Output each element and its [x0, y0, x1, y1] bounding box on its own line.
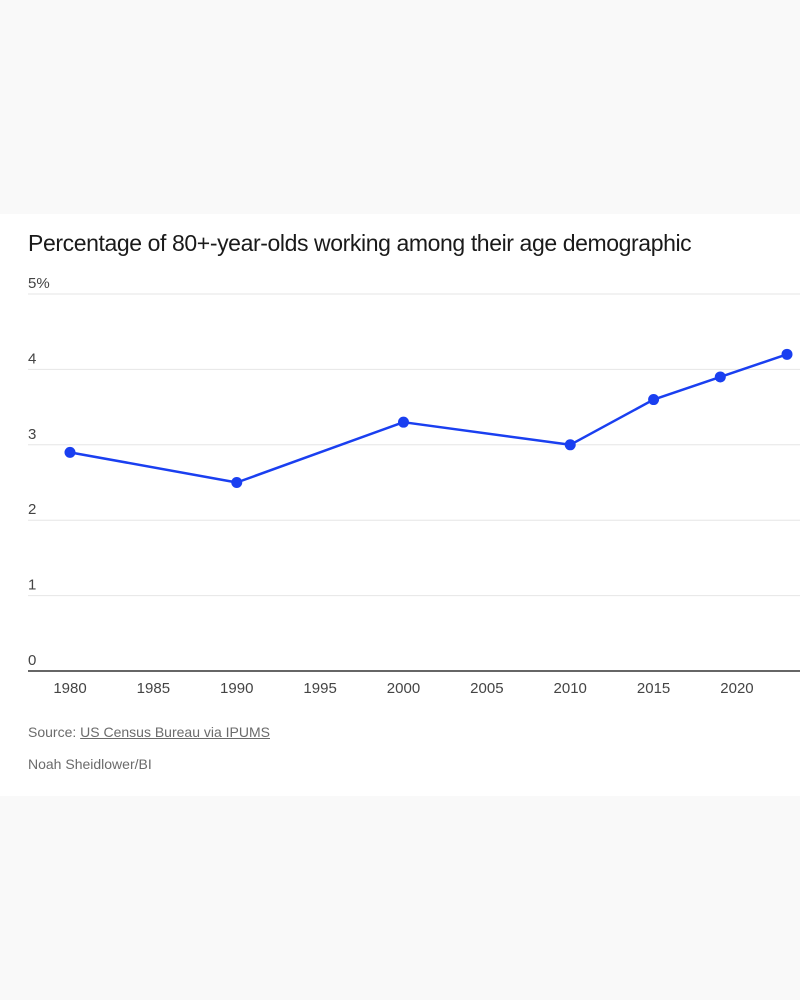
y-tick-label: 4	[28, 350, 36, 367]
data-point[interactable]	[781, 348, 793, 360]
source-link[interactable]: US Census Bureau via IPUMS	[80, 724, 270, 740]
y-tick-label: 3	[28, 426, 36, 443]
x-tick-label: 2010	[554, 680, 587, 697]
x-tick-label: 1980	[53, 680, 86, 697]
x-tick-label: 2000	[387, 680, 420, 697]
data-point[interactable]	[64, 446, 76, 458]
x-axis: 1980 1985 1990 1995 2000 2005 2010 2015 2020	[53, 680, 753, 697]
data-point[interactable]	[648, 394, 660, 406]
data-point[interactable]	[397, 416, 409, 428]
y-axis: 0 1 2 3 4 5%	[28, 275, 50, 669]
x-tick-label: 1985	[137, 680, 170, 697]
source-line: Source: US Census Bureau via IPUMS	[28, 724, 270, 740]
data-point[interactable]	[714, 371, 726, 383]
x-tick-label: 2015	[637, 680, 670, 697]
x-tick-label: 2005	[470, 680, 503, 697]
series-layer	[64, 348, 793, 488]
y-tick-label: 0	[28, 652, 36, 669]
credit-line: Noah Sheidlower/BI	[28, 756, 152, 772]
series-line	[69, 353, 788, 484]
source-prefix: Source:	[28, 724, 77, 740]
y-tick-label: 5%	[28, 275, 50, 292]
chart-panel	[0, 214, 800, 796]
x-tick-label: 2020	[720, 680, 753, 697]
data-point[interactable]	[564, 439, 576, 451]
data-point[interactable]	[231, 477, 243, 488]
grid-layer	[28, 293, 800, 672]
y-tick-label: 1	[28, 577, 36, 594]
y-tick-label: 2	[28, 501, 36, 518]
x-tick-label: 1990	[220, 680, 253, 697]
chart-title: Percentage of 80+-year-olds working amon…	[28, 230, 692, 256]
x-tick-label: 1995	[303, 680, 336, 697]
